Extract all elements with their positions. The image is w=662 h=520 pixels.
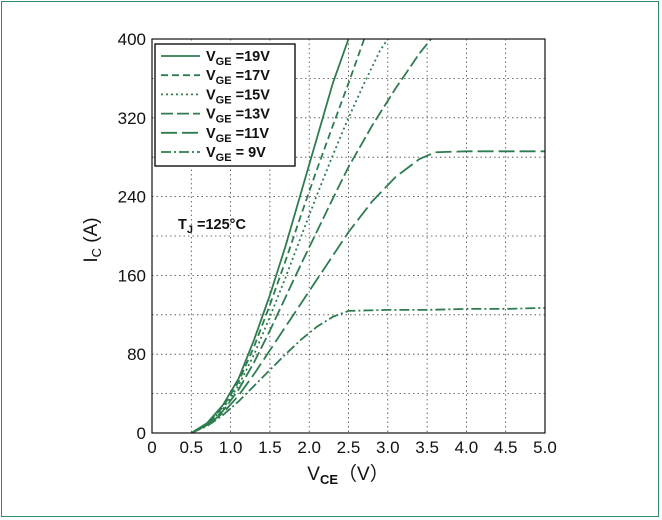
legend-box bbox=[154, 43, 296, 167]
series-line-0 bbox=[190, 39, 350, 433]
x-tick-label: 5.0 bbox=[533, 438, 557, 457]
x-tick-label: 0.5 bbox=[179, 438, 203, 457]
x-axis-title: VCE（V） bbox=[307, 463, 388, 487]
series-line-4 bbox=[190, 150, 545, 433]
x-tick-label: 4.5 bbox=[494, 438, 518, 457]
temperature-annotation: TJ =125°C bbox=[178, 217, 246, 236]
y-tick-label: 160 bbox=[118, 266, 146, 285]
y-tick-label: 0 bbox=[137, 424, 146, 443]
legend-label-0: VGE =19V bbox=[206, 49, 270, 68]
x-tick-label: 0 bbox=[147, 438, 156, 457]
legend-label-4: VGE =11V bbox=[206, 126, 269, 145]
x-tick-label: 1.0 bbox=[219, 438, 243, 457]
y-tick-label: 400 bbox=[118, 30, 146, 49]
y-tick-label: 80 bbox=[127, 345, 146, 364]
y-tick-labels: 0 80 160 240 320 400 bbox=[118, 30, 146, 443]
series-line-1 bbox=[190, 39, 366, 433]
series-line-3 bbox=[190, 39, 432, 433]
x-tick-label: 4.0 bbox=[455, 438, 479, 457]
legend-label-3: VGE =13V bbox=[206, 107, 270, 126]
y-tick-label: 240 bbox=[118, 188, 146, 207]
plot-area-border bbox=[151, 38, 546, 434]
y-tick-label: 320 bbox=[118, 109, 146, 128]
legend-label-1: VGE =17V bbox=[206, 68, 270, 87]
x-tick-label: 2.0 bbox=[297, 438, 321, 457]
series-lines bbox=[190, 39, 545, 433]
x-tick-label: 2.5 bbox=[337, 438, 361, 457]
x-tick-label: 3.5 bbox=[415, 438, 439, 457]
x-tick-label: 1.5 bbox=[258, 438, 282, 457]
y-axis-title: IC (A) bbox=[81, 217, 104, 262]
legend-label-5: VGE = 9V bbox=[206, 145, 266, 164]
legend-label-2: VGE =15V bbox=[206, 87, 270, 106]
x-tick-labels: 0 0.5 1.0 1.5 2.0 2.5 3.0 3.5 4.0 4.5 5.0 bbox=[147, 438, 557, 457]
x-tick-label: 3.0 bbox=[376, 438, 400, 457]
